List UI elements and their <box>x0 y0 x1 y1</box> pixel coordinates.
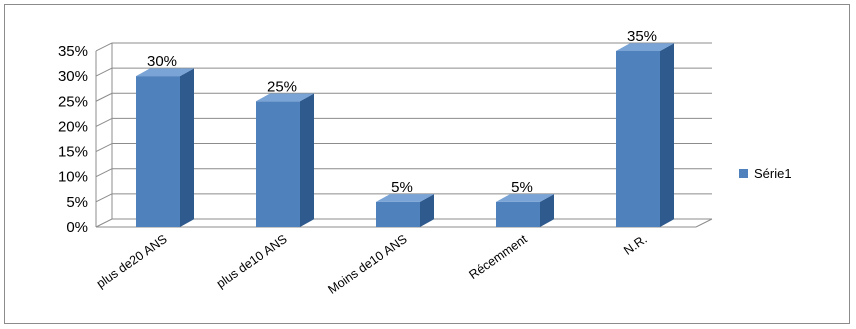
gridline-side <box>95 117 113 127</box>
y-tick-label: 15% <box>58 144 88 161</box>
bar <box>256 101 300 227</box>
bar-top <box>496 194 554 202</box>
y-tick-label: 10% <box>58 169 88 186</box>
gridline-side <box>95 67 113 77</box>
gridline-side <box>95 143 113 152</box>
bar-side <box>300 93 314 227</box>
bar-side <box>540 194 554 227</box>
data-label: 35% <box>627 28 657 45</box>
bar-top <box>376 194 434 202</box>
data-label: 5% <box>511 179 533 196</box>
category-label: Moins de10 ANS <box>325 232 409 297</box>
bar-side <box>420 194 434 227</box>
y-tick-label: 25% <box>58 93 88 110</box>
gridline-side <box>95 42 113 52</box>
gridline-side <box>95 92 113 102</box>
category-label: plus de20 ANS <box>94 232 170 291</box>
y-tick-label: 35% <box>58 43 88 60</box>
gridline-side <box>95 218 113 228</box>
bar-side <box>180 68 194 228</box>
data-label: 5% <box>391 179 413 196</box>
y-tick-label: 0% <box>66 219 88 236</box>
legend-label: Série1 <box>754 166 792 181</box>
data-label: 25% <box>267 78 297 95</box>
y-tick-label: 5% <box>66 194 88 211</box>
bar-top <box>256 93 314 102</box>
gridline-side <box>95 193 113 203</box>
bar-top <box>136 68 194 77</box>
y-tick-label: 20% <box>58 118 88 135</box>
category-label: Récemment <box>466 232 530 282</box>
bar-top <box>616 43 674 51</box>
data-label: 30% <box>147 53 177 70</box>
bar <box>616 50 660 228</box>
bar <box>136 76 180 227</box>
category-label: plus de10 ANS <box>214 232 290 291</box>
bar <box>376 201 420 227</box>
category-label: N.R. <box>621 232 650 258</box>
bar-side <box>660 43 674 227</box>
legend-swatch <box>739 169 748 178</box>
y-tick-label: 30% <box>58 68 88 85</box>
bar <box>496 201 540 227</box>
floor-edge <box>695 218 713 228</box>
gridline-side <box>95 168 113 178</box>
